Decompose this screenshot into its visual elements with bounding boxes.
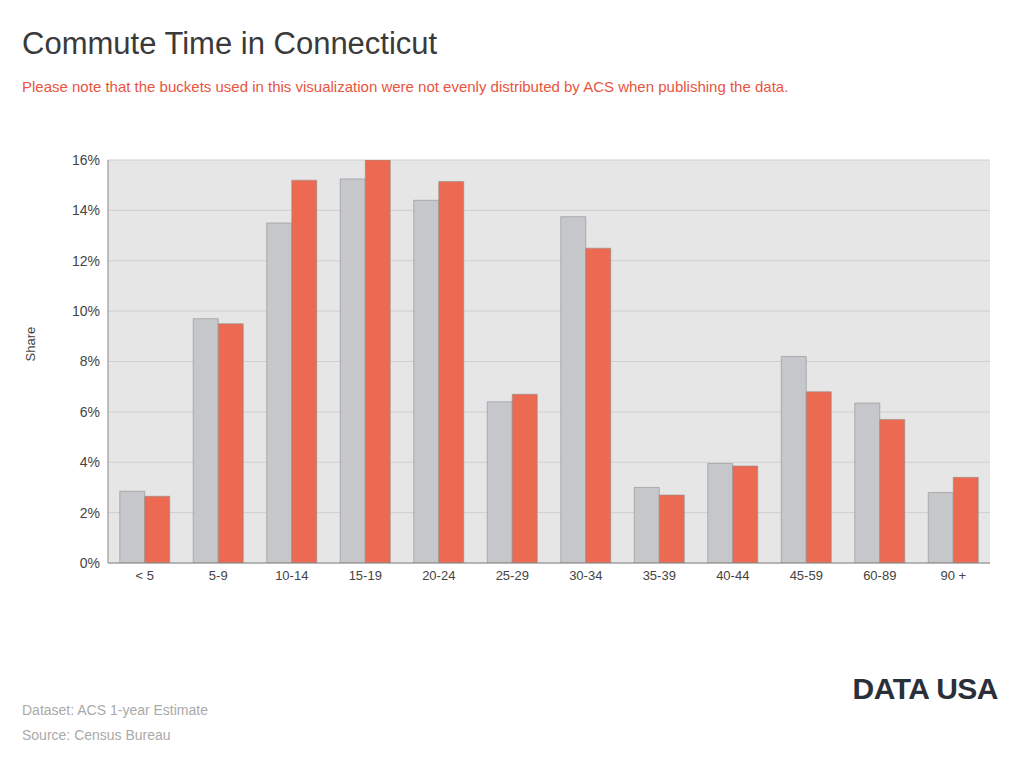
html-text:Commute Time in Connecticut: Commute Time in Connecticut	[22, 26, 438, 61]
svg-text:8%: 8%	[80, 353, 100, 369]
html-text:Dataset: ACS 1-year Estimate: Dataset: ACS 1-year Estimate	[22, 702, 208, 718]
svg-text:25-29: 25-29	[496, 568, 529, 583]
svg-text:6%: 6%	[80, 404, 100, 420]
svg-text:4%: 4%	[80, 454, 100, 470]
svg-text:5-9: 5-9	[209, 568, 228, 583]
svg-text:2%: 2%	[80, 505, 100, 521]
svg-text:90 +: 90 +	[940, 568, 966, 583]
svg-text:16%: 16%	[72, 152, 100, 168]
svg-text:20-24: 20-24	[422, 568, 455, 583]
svg-text:35-39: 35-39	[643, 568, 676, 583]
svg-text:45-59: 45-59	[790, 568, 823, 583]
svg-text:0%: 0%	[80, 555, 100, 571]
svg-text:12%: 12%	[72, 253, 100, 269]
svg-text:Share: Share	[23, 327, 38, 362]
html-text:Please note that the buckets u: Please note that the buckets used in thi…	[22, 78, 789, 95]
html-text:DATA USA: DATA USA	[852, 672, 998, 705]
svg-text:10%: 10%	[72, 303, 100, 319]
svg-text:60-89: 60-89	[863, 568, 896, 583]
svg-text:15-19: 15-19	[349, 568, 382, 583]
html-text:Source: Census Bureau: Source: Census Bureau	[22, 727, 171, 743]
svg-text:10-14: 10-14	[275, 568, 308, 583]
svg-text:40-44: 40-44	[716, 568, 749, 583]
svg-text:14%: 14%	[72, 202, 100, 218]
svg-text:30-34: 30-34	[569, 568, 602, 583]
svg-text:< 5: < 5	[136, 568, 154, 583]
